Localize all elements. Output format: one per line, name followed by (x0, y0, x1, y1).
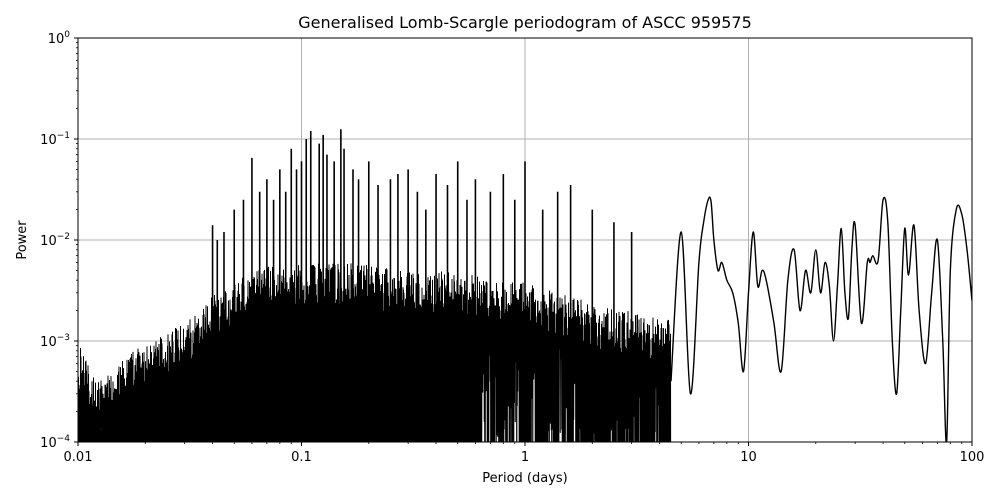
y-tick-label: 10−1 (40, 131, 70, 148)
x-tick-label: 0.01 (64, 450, 93, 465)
y-axis-ticks: 100 10−1 10−2 10−3 10−4 (40, 30, 78, 451)
y-tick-label: 100 (48, 30, 71, 47)
x-axis-ticks: 0.01 0.1 1 10 100 (64, 442, 985, 465)
periodogram-line (78, 129, 972, 442)
y-axis-label: Power (15, 220, 30, 260)
x-tick-label: 100 (960, 450, 985, 465)
y-tick-label: 10−2 (40, 232, 70, 249)
y-tick-label: 10−4 (40, 434, 70, 451)
x-tick-label: 1 (521, 450, 529, 465)
x-tick-label: 10 (740, 450, 757, 465)
y-tick-label: 10−3 (40, 333, 70, 350)
x-axis-label: Period (days) (482, 471, 568, 486)
chart-title: Generalised Lomb-Scargle periodogram of … (298, 13, 752, 32)
x-tick-label: 0.1 (291, 450, 312, 465)
